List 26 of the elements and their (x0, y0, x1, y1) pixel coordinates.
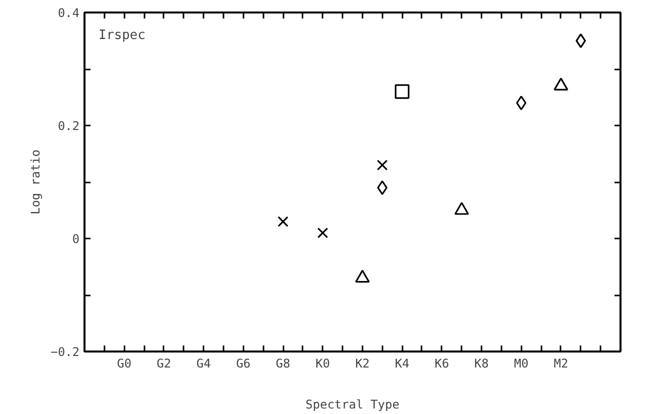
x-axis-title: Spectral Type (306, 398, 400, 412)
point (278, 216, 288, 227)
x-tick-label: M2 (554, 356, 568, 370)
point (394, 84, 410, 99)
x-tick-label: K6 (434, 356, 450, 370)
x-tick-label: G0 (116, 356, 132, 370)
x-tick-label: G6 (236, 356, 251, 370)
annotation: Irspec (98, 28, 146, 43)
y-axis-title: Log ratio (28, 149, 43, 215)
y-tick-label: 0 (72, 232, 80, 246)
point (376, 160, 388, 170)
x-tick-label: G4 (196, 356, 211, 370)
point (355, 270, 370, 283)
x-tick-label: G2 (156, 356, 172, 370)
y-tick-label: 0.4 (58, 6, 80, 20)
y-tick-label: −0.2 (50, 345, 80, 359)
x-tick-label: K4 (394, 356, 410, 370)
point (377, 180, 388, 195)
y-tick-label: 0.2 (58, 119, 80, 133)
x-tick-label: K8 (474, 356, 489, 370)
x-tick-label: M0 (514, 356, 528, 370)
x-tick-label: K2 (355, 356, 370, 370)
x-tick-label: K0 (316, 356, 330, 370)
point (317, 227, 328, 238)
x-tick-label: G8 (276, 356, 290, 370)
point (516, 96, 526, 110)
